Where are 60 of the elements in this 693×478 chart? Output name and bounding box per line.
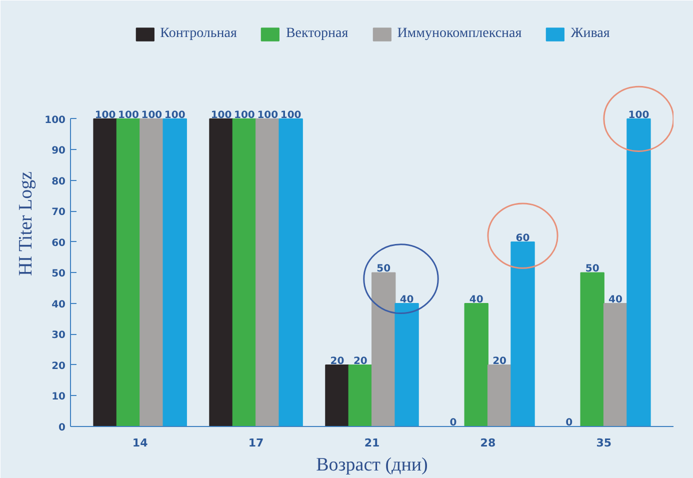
data-label: 40 [608, 294, 623, 306]
y-tick-label: 100 [44, 114, 66, 126]
bar [93, 118, 118, 426]
y-tick-label: 70 [52, 207, 66, 218]
bar [232, 118, 257, 426]
data-label: 50 [376, 264, 391, 275]
data-label: 100 [628, 110, 650, 121]
y-axis-title: HI Titer Logz [16, 171, 37, 276]
y-tick-label: 80 [52, 176, 66, 188]
data-label: 100 [118, 110, 139, 121]
bar [278, 118, 303, 426]
data-label: 20 [353, 356, 368, 367]
y-tick-label: 10 [52, 392, 66, 403]
data-label: 100 [280, 110, 302, 121]
legend-label: Контрольная [160, 26, 237, 42]
bar [325, 364, 350, 426]
bar [603, 302, 628, 426]
legend-label: Живая [570, 26, 610, 42]
x-tick-label: 14 [132, 436, 148, 450]
bar [256, 118, 280, 426]
data-label: 100 [234, 110, 255, 121]
x-axis-title: Возраст (дни) [316, 454, 428, 476]
data-label: 0 [450, 418, 457, 428]
bar [626, 118, 651, 426]
y-tick-label: 50 [52, 268, 66, 280]
bar [394, 302, 419, 426]
bar [162, 118, 187, 426]
data-label: 20 [330, 356, 344, 367]
y-tick-label: 30 [52, 330, 66, 342]
y-tick-label: 90 [52, 146, 66, 157]
bar [348, 364, 372, 426]
y-tick-label: 40 [52, 299, 66, 310]
x-tick-label: 35 [596, 436, 612, 450]
x-tick-label: 17 [248, 436, 264, 450]
data-label: 60 [516, 232, 530, 244]
y-tick-label: 20 [52, 360, 66, 372]
bar [372, 272, 396, 426]
bar [140, 118, 164, 426]
bar [464, 302, 488, 426]
legend-label: Векторная [286, 26, 348, 42]
bar [510, 241, 535, 426]
data-label: 20 [492, 356, 507, 367]
legend-label: Иммунокомплексная [397, 26, 522, 42]
bar [116, 118, 141, 426]
data-label: 100 [94, 110, 116, 121]
bar [209, 118, 234, 426]
bar [580, 272, 604, 426]
data-label: 100 [164, 110, 186, 121]
data-label: 100 [257, 110, 278, 121]
x-tick-label: 28 [480, 436, 496, 450]
y-tick-label: 60 [52, 238, 66, 249]
data-label: 0 [566, 418, 573, 428]
x-tick-label: 21 [364, 436, 380, 450]
y-tick-label: 0 [58, 422, 66, 434]
data-label: 50 [585, 264, 600, 275]
data-label: 100 [210, 110, 232, 121]
data-label: 100 [141, 110, 162, 121]
bar [487, 364, 512, 426]
data-label: 40 [469, 294, 484, 306]
data-label: 40 [400, 294, 414, 306]
